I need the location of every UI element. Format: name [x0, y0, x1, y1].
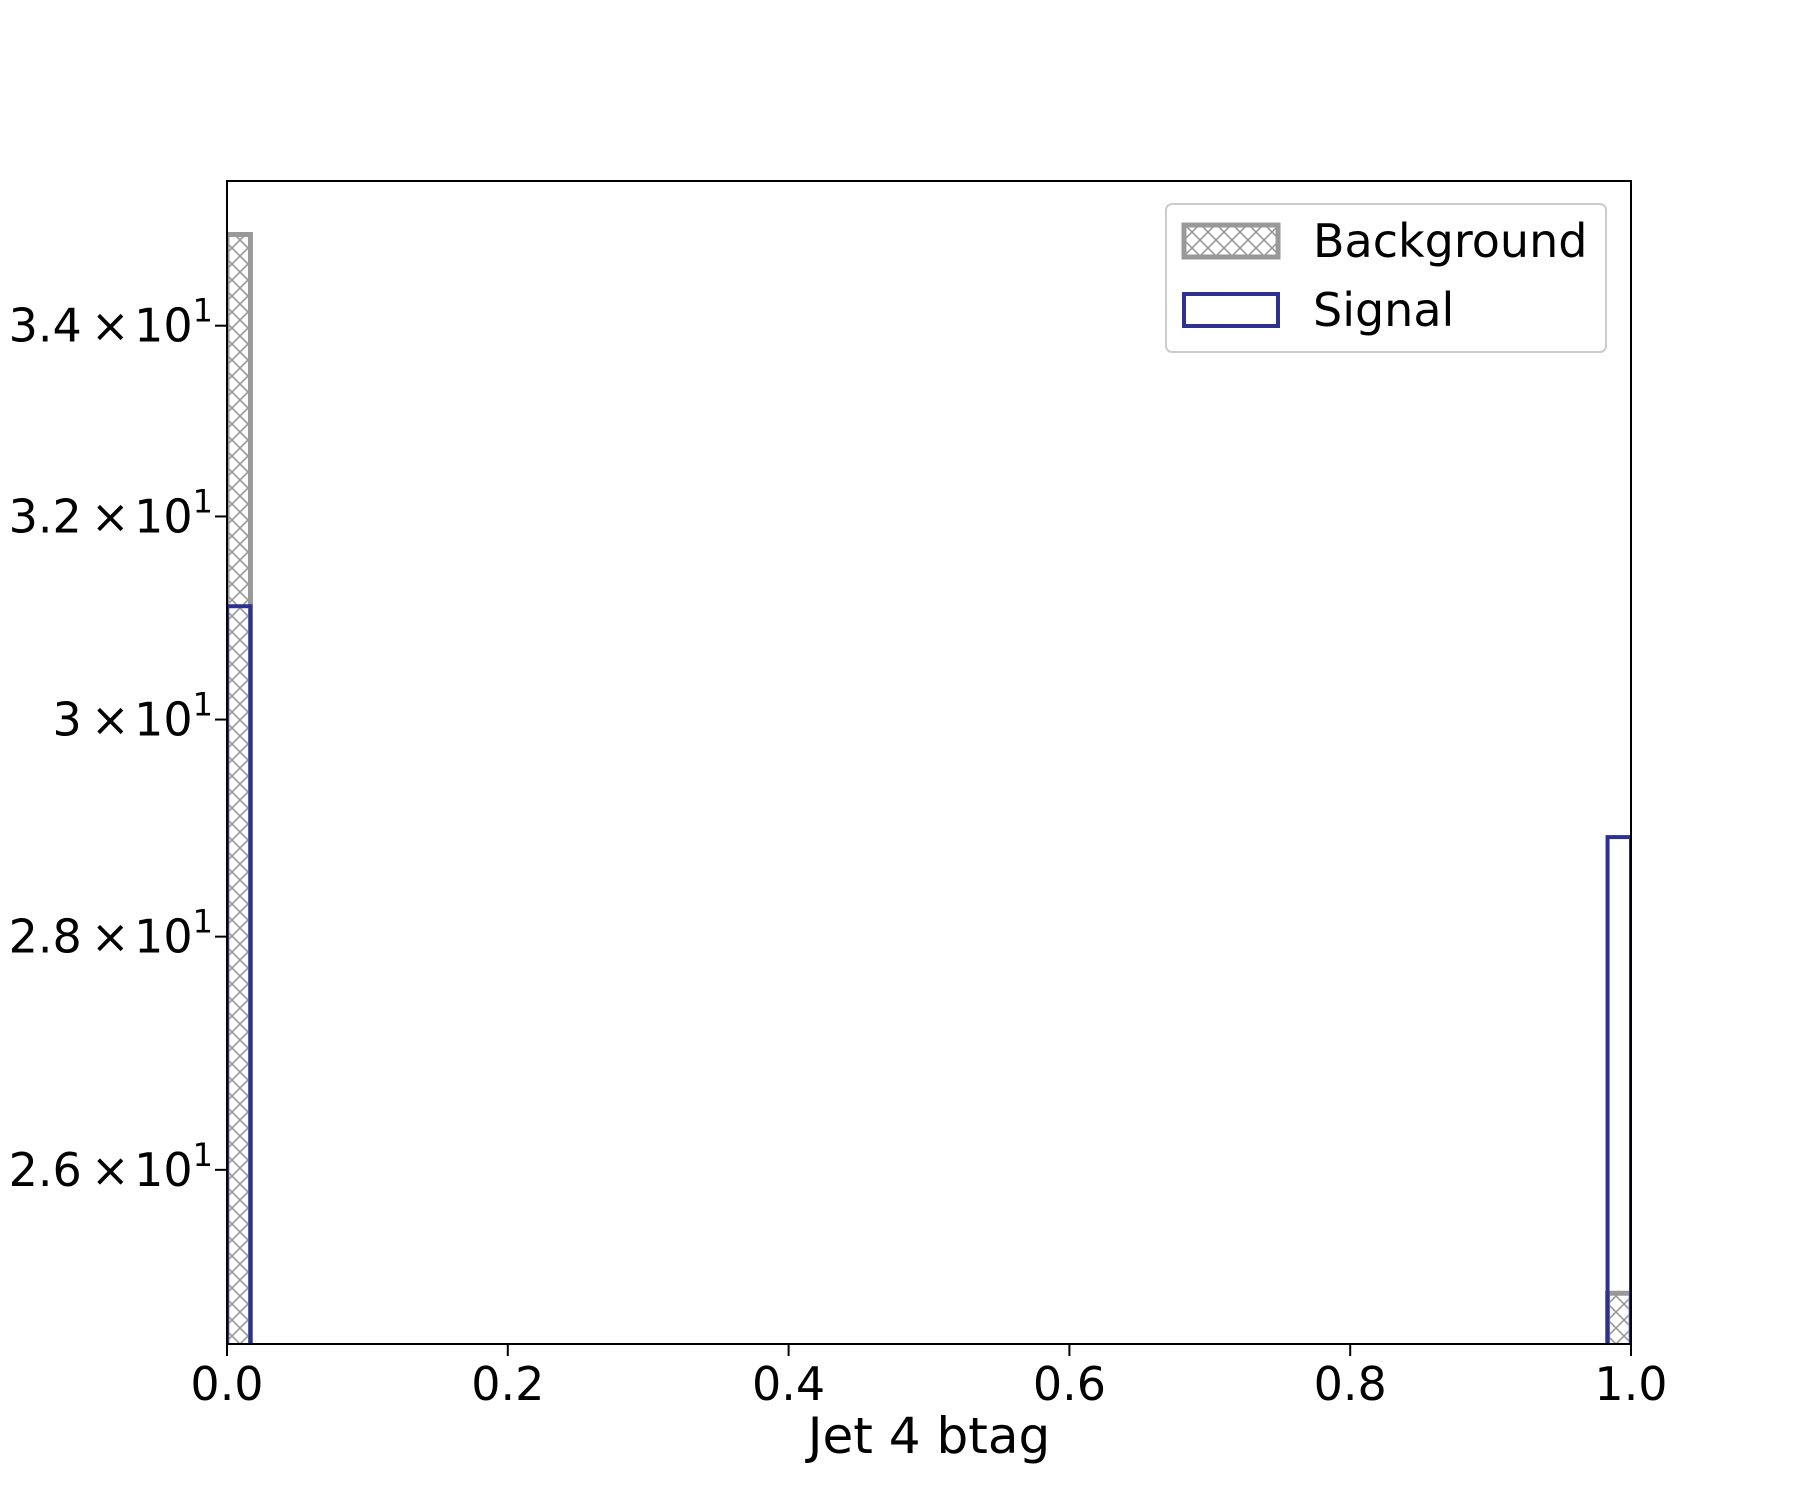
legend-label-signal: Signal: [1313, 283, 1454, 337]
x-tick-label: 0.0: [190, 1357, 263, 1411]
x-tick-label: 1.0: [1594, 1357, 1667, 1411]
y-tick-label: 2.8 × 101: [9, 903, 213, 964]
legend: Background Signal: [1165, 203, 1607, 353]
y-tick-label: 2.6 × 101: [9, 1136, 213, 1197]
y-tick-label: 3 × 101: [53, 686, 213, 747]
x-axis: 0.0 0.2 0.4 0.6 0.8 1.0: [190, 1344, 1668, 1411]
y-tick-label: 3.4 × 101: [9, 292, 213, 353]
plot-frame: [226, 180, 1632, 1345]
plot-background: [227, 181, 1631, 1344]
x-axis-label: Jet 4 btag: [805, 1407, 1050, 1465]
bar-signal-1: [1605, 835, 1631, 1344]
bar-signal-0: [227, 604, 253, 1344]
legend-swatch-signal: [1182, 292, 1280, 328]
x-tick-label: 0.6: [1033, 1357, 1106, 1411]
x-tick-label: 0.4: [752, 1357, 825, 1411]
legend-label-background: Background: [1313, 214, 1587, 268]
x-tick-label: 0.8: [1314, 1357, 1387, 1411]
bar-background-1: [1605, 1290, 1631, 1344]
bar-background-0: [227, 231, 253, 1344]
y-axis: 2.6 × 101 2.8 × 101 3 × 101 3.2 × 101 3.4 × …: [9, 292, 227, 1197]
legend-swatch-background: [1181, 222, 1281, 260]
x-tick-label: 0.2: [471, 1357, 544, 1411]
bars-layer: [227, 231, 1631, 1344]
y-tick-label: 3.2 × 101: [9, 482, 213, 543]
